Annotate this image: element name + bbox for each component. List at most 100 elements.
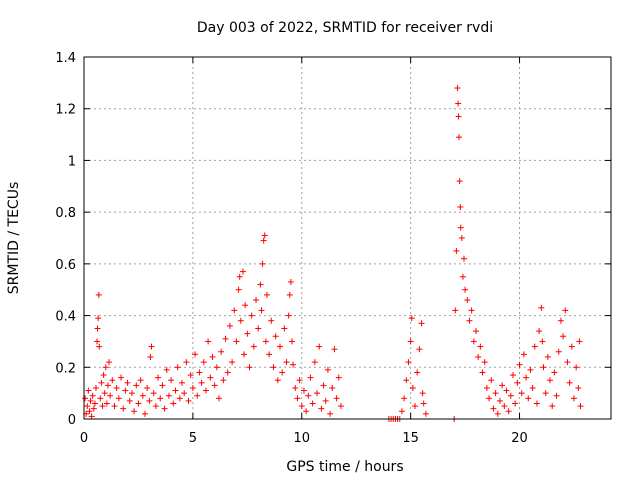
data-point <box>174 364 181 371</box>
data-point <box>89 392 96 399</box>
data-point <box>298 403 305 410</box>
data-point <box>452 307 459 314</box>
data-point <box>159 382 166 389</box>
data-point <box>91 400 98 407</box>
data-point <box>461 255 468 262</box>
data-point <box>258 307 265 314</box>
data-point <box>183 359 190 366</box>
data-point <box>257 281 264 288</box>
data-point <box>131 408 138 415</box>
data-point <box>253 297 260 304</box>
data-point <box>266 351 273 358</box>
data-point <box>547 377 554 384</box>
data-point <box>401 395 408 402</box>
data-point <box>518 390 525 397</box>
data-point <box>577 403 584 410</box>
data-point <box>92 384 99 391</box>
data-point <box>472 328 479 335</box>
data-point <box>90 405 97 412</box>
data-point <box>405 359 412 366</box>
data-point <box>137 377 144 384</box>
data-point <box>235 286 242 293</box>
axis-ticks <box>83 56 611 420</box>
data-point <box>148 343 155 350</box>
data-point <box>573 364 580 371</box>
data-point <box>525 395 532 402</box>
data-point <box>95 291 102 298</box>
y-tick-label: 1 <box>68 154 76 169</box>
data-point <box>568 343 575 350</box>
data-point <box>464 297 471 304</box>
data-point <box>529 384 536 391</box>
data-point <box>94 338 101 345</box>
data-point <box>283 359 290 366</box>
data-point <box>213 364 220 371</box>
data-point <box>496 397 503 404</box>
data-point <box>492 390 499 397</box>
data-point <box>86 408 93 415</box>
data-point <box>276 343 283 350</box>
data-point <box>576 338 583 345</box>
data-point <box>103 400 110 407</box>
data-point <box>466 317 473 324</box>
data-point <box>99 403 106 410</box>
y-axis-label: SRMTID / TECUs <box>6 182 22 295</box>
data-point <box>549 403 556 410</box>
data-point <box>292 384 299 391</box>
data-point <box>300 387 307 394</box>
data-point <box>261 232 268 239</box>
data-point <box>542 390 549 397</box>
data-point <box>403 377 410 384</box>
data-point <box>533 400 540 407</box>
data-point <box>98 379 105 386</box>
data-point <box>456 178 463 185</box>
data-point <box>209 353 216 360</box>
data-point <box>322 397 329 404</box>
data-point <box>248 312 255 319</box>
data-point <box>218 348 225 355</box>
data-point <box>161 405 168 412</box>
data-point <box>527 366 534 373</box>
data-point <box>318 405 325 412</box>
data-point <box>566 379 573 386</box>
data-point <box>216 395 223 402</box>
data-point <box>109 377 116 384</box>
data-point <box>499 382 506 389</box>
data-point <box>144 384 151 391</box>
data-point <box>512 400 519 407</box>
data-point <box>329 384 336 391</box>
data-point <box>503 387 510 394</box>
data-point <box>139 392 146 399</box>
data-point <box>270 364 277 371</box>
data-point <box>462 286 469 293</box>
data-point <box>320 382 327 389</box>
data-point <box>87 397 94 404</box>
data-point <box>457 224 464 231</box>
data-point <box>419 390 426 397</box>
data-point <box>281 325 288 332</box>
data-point <box>422 410 429 417</box>
data-point <box>233 338 240 345</box>
data-point <box>536 328 543 335</box>
data-point <box>241 351 248 358</box>
data-point <box>407 338 414 345</box>
data-point <box>457 203 464 210</box>
data-point <box>106 359 113 366</box>
data-point <box>255 325 262 332</box>
data-point <box>100 372 107 379</box>
data-point <box>207 374 214 381</box>
data-point <box>274 377 281 384</box>
data-point <box>494 410 501 417</box>
data-point <box>337 403 344 410</box>
data-point <box>244 330 251 337</box>
x-tick-label: 15 <box>402 431 419 446</box>
data-point <box>181 390 188 397</box>
data-point <box>288 338 295 345</box>
data-point <box>455 113 462 120</box>
data-point <box>231 307 238 314</box>
x-tick-label: 5 <box>189 431 197 446</box>
data-point <box>564 359 571 366</box>
data-point <box>540 364 547 371</box>
y-tick-label: 0.6 <box>55 258 76 273</box>
plot-frame <box>83 56 612 420</box>
